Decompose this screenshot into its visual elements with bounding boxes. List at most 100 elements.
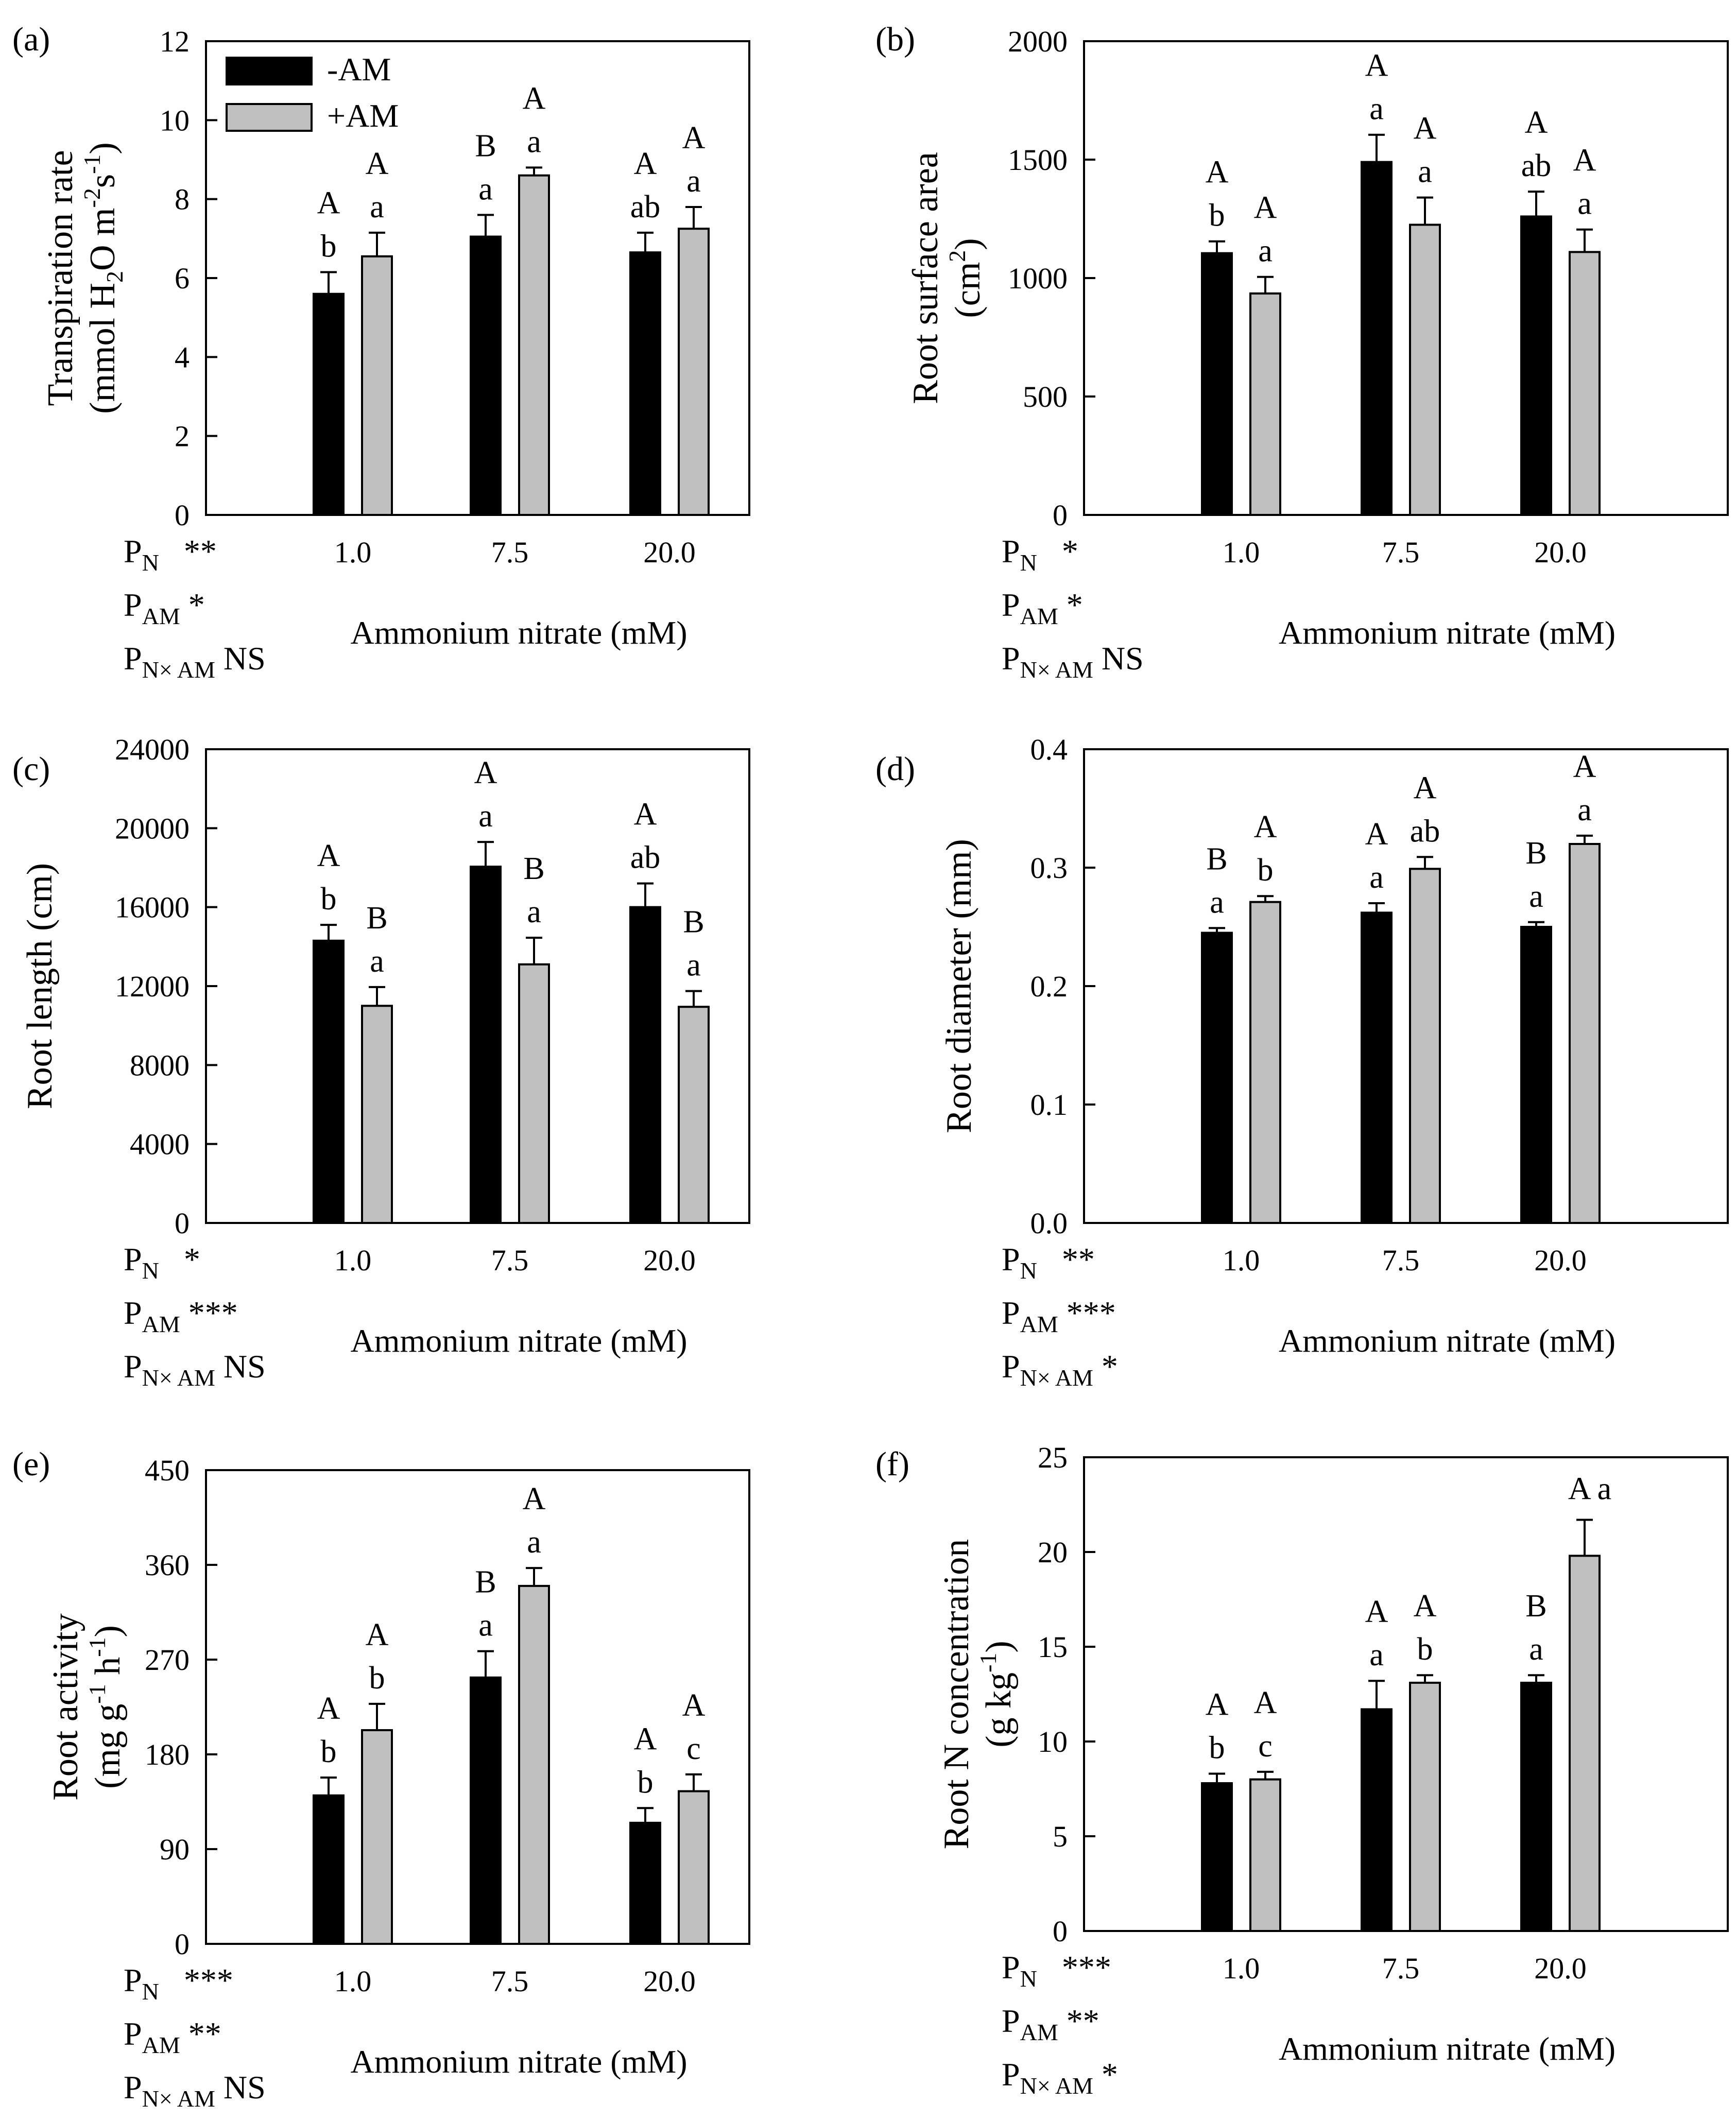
y-tick-label-a: 10 xyxy=(160,104,190,137)
sig-upper-b: A xyxy=(1573,143,1596,178)
legend-label-minus-am: -AM xyxy=(327,51,391,88)
sig-upper-a: A xyxy=(523,81,546,116)
x-tick-label-b: 7.5 xyxy=(1382,536,1420,569)
y-tick-label-d: 0.1 xyxy=(1030,1088,1068,1122)
y-tick-label-e: 270 xyxy=(145,1643,190,1677)
x-tick-label-b: 20.0 xyxy=(1534,536,1587,569)
y-tick-label-f: 10 xyxy=(1038,1725,1068,1758)
y-tick-label-c: 24000 xyxy=(115,733,190,766)
sig-lower-f: b xyxy=(1417,1632,1433,1667)
panel-label-d: (d) xyxy=(875,750,915,788)
bar-e-minus-am xyxy=(629,1821,661,1945)
stat-pnxam-d: PN× AM * xyxy=(1002,1348,1118,1391)
sig-upper-a: B xyxy=(475,128,496,163)
bar-f-minus-am xyxy=(1520,1681,1552,1932)
sig-lower-e: a xyxy=(478,1608,493,1643)
y-tick-label-b: 2000 xyxy=(1008,25,1068,58)
bar-d-minus-am xyxy=(1361,911,1393,1224)
sig-lower-d: a xyxy=(1210,885,1224,920)
x-tick-label-c: 7.5 xyxy=(491,1244,529,1277)
sig-lower-a: a xyxy=(370,189,384,225)
sig-lower-f: b xyxy=(1209,1731,1225,1766)
sig-lower-e: b xyxy=(638,1765,654,1800)
bar-f-minus-am xyxy=(1201,1782,1233,1932)
panel-label-f: (f) xyxy=(875,1445,909,1483)
sig-upper-b: A xyxy=(1254,191,1277,226)
bar-a-minus-am xyxy=(470,235,502,516)
y-tick-label-d: 0.4 xyxy=(1030,733,1068,766)
bar-c-minus-am xyxy=(629,906,661,1224)
stat-pn-d: PN ** xyxy=(1002,1241,1095,1284)
bar-b-minus-am xyxy=(1361,161,1393,516)
sig-upper-d: A xyxy=(1573,749,1596,784)
sig-lower-a: b xyxy=(321,229,337,264)
y-tick-label-d: 0.3 xyxy=(1030,851,1068,885)
sig-letters-f: A a xyxy=(1568,1471,1611,1506)
y-tick-label-b: 500 xyxy=(1023,380,1068,413)
bar-f-plus-am xyxy=(1409,1681,1441,1932)
stat-pam-e: PAM ** xyxy=(124,2015,221,2058)
x-axis-label-f: Ammonium nitrate (mM) xyxy=(1279,2030,1615,2067)
y-axis-label-c: Root length (cm) xyxy=(20,863,60,1109)
sig-upper-c: A xyxy=(634,797,657,832)
sig-upper-a: A xyxy=(317,186,340,221)
y-tick-label-c: 16000 xyxy=(115,891,190,924)
y-tick-label-f: 15 xyxy=(1038,1630,1068,1664)
y-tick-label-e: 450 xyxy=(145,1454,190,1487)
y-axis-label-a: Transpiration rate(mmol H2O m-2s-1) xyxy=(41,142,128,413)
sig-upper-f: A xyxy=(1206,1687,1229,1722)
stat-pnxam-c: PN× AM NS xyxy=(124,1348,266,1391)
x-tick-label-e: 20.0 xyxy=(643,1964,696,1998)
y-tick-label-a: 8 xyxy=(175,183,190,216)
y-tick-label-c: 0 xyxy=(175,1206,190,1240)
y-tick-label-e: 90 xyxy=(160,1833,190,1866)
bar-d-minus-am xyxy=(1201,932,1233,1224)
sig-upper-b: A xyxy=(1525,105,1548,140)
sig-lower-b: a xyxy=(1418,154,1432,189)
stat-pam-a: PAM * xyxy=(124,587,205,629)
bar-e-minus-am xyxy=(313,1794,345,1945)
y-tick-label-c: 8000 xyxy=(130,1048,190,1082)
x-tick-label-e: 1.0 xyxy=(334,1964,372,1998)
sig-upper-a: A xyxy=(682,120,706,156)
sig-lower-c: a xyxy=(527,894,541,929)
bar-c-plus-am xyxy=(518,963,550,1225)
x-axis-label-a: Ammonium nitrate (mM) xyxy=(350,614,687,651)
bar-f-plus-am xyxy=(1249,1778,1281,1933)
sig-upper-c: B xyxy=(366,901,387,936)
x-tick-label-a: 1.0 xyxy=(334,536,372,569)
sig-lower-c: a xyxy=(686,948,701,983)
panel-label-c: (c) xyxy=(12,750,50,788)
y-tick-label-f: 5 xyxy=(1053,1820,1068,1853)
y-tick-label-a: 2 xyxy=(175,420,190,453)
bar-e-plus-am xyxy=(361,1729,393,1945)
sig-upper-b: A xyxy=(1414,111,1437,146)
bar-c-minus-am xyxy=(313,939,345,1225)
sig-upper-d: A xyxy=(1254,809,1277,844)
stat-pam-d: PAM *** xyxy=(1002,1295,1116,1337)
legend-swatch-plus-am xyxy=(226,103,313,132)
sig-upper-d: A xyxy=(1365,817,1388,852)
sig-lower-f: a xyxy=(1369,1637,1384,1672)
stat-pnxam-a: PN× AM NS xyxy=(124,640,266,683)
stat-pn-c: PN * xyxy=(124,1241,200,1284)
y-tick-label-a: 0 xyxy=(175,498,190,532)
bar-b-minus-am xyxy=(1201,252,1233,516)
sig-upper-a: A xyxy=(366,146,389,181)
y-tick-label-e: 360 xyxy=(145,1548,190,1582)
sig-lower-e: b xyxy=(369,1661,385,1696)
stat-pn-e: PN *** xyxy=(124,1962,233,2005)
bar-f-minus-am xyxy=(1361,1708,1393,1932)
y-axis-label-b: Root surface area(cm2) xyxy=(906,152,988,404)
sig-lower-d: a xyxy=(1577,792,1592,827)
bar-d-plus-am xyxy=(1569,843,1601,1224)
sig-lower-f: c xyxy=(1258,1729,1273,1764)
legend-label-plus-am: +AM xyxy=(327,97,399,134)
y-axis-label-e: Root activity(mg g-1 h-1) xyxy=(46,1613,128,1801)
sig-lower-c: b xyxy=(321,882,337,917)
sig-lower-a: a xyxy=(478,171,493,206)
sig-lower-b: a xyxy=(1258,234,1273,269)
